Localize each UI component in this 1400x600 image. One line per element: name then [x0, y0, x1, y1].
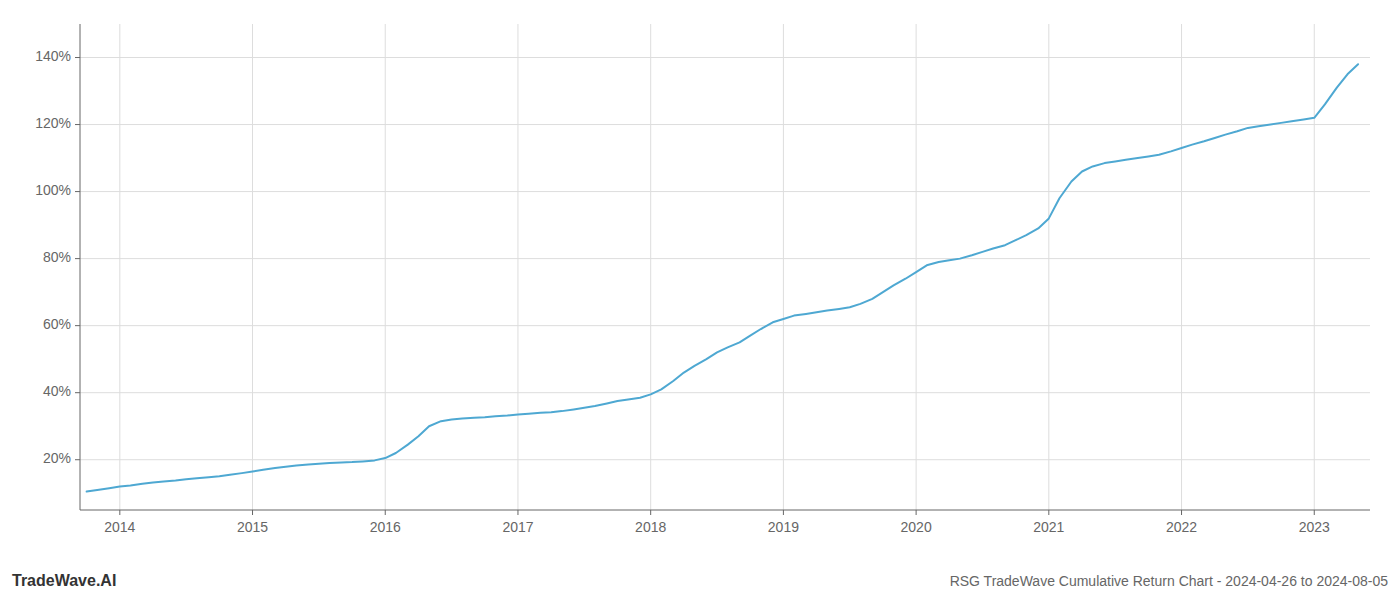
y-grid-line — [80, 459, 1370, 460]
y-tick-label: 20% — [43, 450, 71, 466]
x-tick — [916, 510, 917, 515]
x-grid-line — [916, 24, 917, 510]
y-tick — [75, 258, 80, 259]
x-grid-line — [1181, 24, 1182, 510]
x-tick — [119, 510, 120, 515]
title: RSG TradeWave Cumulative Return Chart - … — [950, 573, 1389, 589]
x-tick — [252, 510, 253, 515]
x-tick-label: 2015 — [237, 519, 268, 535]
y-grid-line — [80, 392, 1370, 393]
x-tick-label: 2016 — [370, 519, 401, 535]
x-axis-line — [80, 510, 1370, 511]
line — [87, 64, 1358, 491]
x-tick — [1181, 510, 1182, 515]
x-tick-label: 2018 — [635, 519, 666, 535]
y-grid-line — [80, 258, 1370, 259]
y-tick — [75, 57, 80, 58]
chart: 20% 40% 60% 80% 100% 120% 140% 2014 2015 2016 2017… — [0, 0, 1400, 600]
y-tick-label: 120% — [35, 115, 71, 131]
axes: 20% 40% 60% 80% 100% 120% 140% 2014 2015 2016 2017… — [35, 24, 1370, 535]
x-tick-label: 2022 — [1166, 519, 1197, 535]
y-tick — [75, 191, 80, 192]
y-grid-line — [80, 124, 1370, 125]
x-tick-label: 2017 — [502, 519, 533, 535]
x-tick-label: 2020 — [901, 519, 932, 535]
x-tick — [783, 510, 784, 515]
y-tick — [75, 459, 80, 460]
x-tick-label: 2023 — [1299, 519, 1330, 535]
y-grid-line — [80, 325, 1370, 326]
y-grid-line — [80, 191, 1370, 192]
x-tick — [517, 510, 518, 515]
y-grid-line — [80, 57, 1370, 58]
y-axis-line — [80, 24, 81, 510]
watermark: TradeWave.AI — [12, 572, 116, 589]
plot-area — [87, 64, 1358, 491]
texts: TradeWave.AI RSG TradeWave Cumulative Ret… — [12, 572, 1388, 589]
x-grid-line — [385, 24, 386, 510]
x-tick — [650, 510, 651, 515]
x-grid-line — [119, 24, 120, 510]
x-tick — [1048, 510, 1049, 515]
y-tick — [75, 124, 80, 125]
x-grid-line — [650, 24, 651, 510]
y-tick — [75, 392, 80, 393]
x-grid-line — [1314, 24, 1315, 510]
y-tick — [75, 325, 80, 326]
x-grid-line — [1048, 24, 1049, 510]
x-tick — [1314, 510, 1315, 515]
x-grid-line — [252, 24, 253, 510]
x-tick-label: 2014 — [104, 519, 135, 535]
y-tick-label: 140% — [35, 48, 71, 64]
y-tick-label: 40% — [43, 383, 71, 399]
x-grid-line — [783, 24, 784, 510]
x-tick — [385, 510, 386, 515]
x-tick-label: 2019 — [768, 519, 799, 535]
y-tick-label: 80% — [43, 249, 71, 265]
y-tick-label: 100% — [35, 182, 71, 198]
x-grid-line — [517, 24, 518, 510]
x-tick-label: 2021 — [1033, 519, 1064, 535]
grid — [80, 24, 1370, 510]
y-tick-label: 60% — [43, 316, 71, 332]
